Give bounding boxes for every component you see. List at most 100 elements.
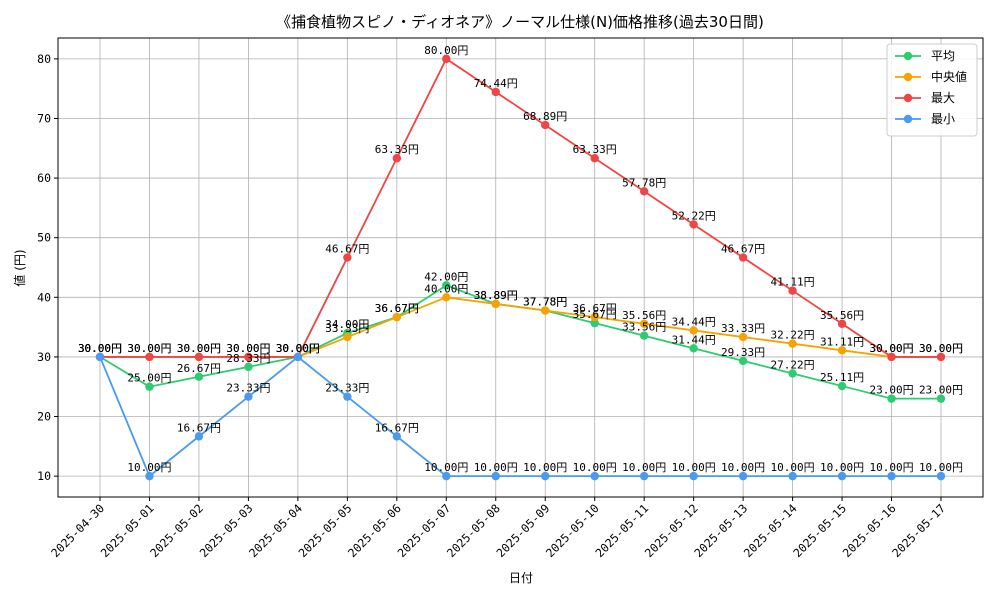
y-axis-label: 値 (円) — [12, 249, 27, 286]
data-point — [343, 253, 352, 262]
data-label: 10.00円 — [573, 461, 617, 474]
x-tick-label: 2025-05-17 — [889, 501, 948, 560]
data-label: 10.00円 — [424, 461, 468, 474]
data-label: 30.00円 — [276, 342, 320, 355]
data-point — [837, 346, 847, 355]
data-point — [738, 332, 748, 342]
data-point — [541, 471, 550, 481]
data-point — [392, 154, 402, 163]
legend-label: 中央値 — [931, 69, 967, 84]
data-label: 16.67円 — [177, 421, 221, 434]
data-label: 10.00円 — [622, 461, 666, 474]
data-label: 10.00円 — [820, 461, 864, 474]
data-point — [590, 312, 599, 322]
data-label: 35.67円 — [573, 308, 617, 321]
data-point — [837, 381, 847, 391]
data-label: 30.00円 — [869, 342, 913, 355]
data-point — [936, 471, 946, 481]
data-label: 35.56円 — [622, 309, 666, 322]
data-label: 16.67円 — [375, 421, 419, 434]
data-label: 32.22円 — [771, 329, 815, 342]
data-label: 29.33円 — [721, 346, 765, 359]
x-axis-label: 日付 — [509, 571, 533, 585]
data-label: 30.00円 — [78, 342, 122, 355]
legend-item: 中央値 — [895, 69, 967, 84]
data-point — [788, 286, 797, 295]
data-label: 30.00円 — [226, 342, 270, 355]
data-point — [491, 299, 500, 309]
chart-title: 《捕食植物スピノ・ディオネア》ノーマル仕様(N)価格推移(過去30日間) — [276, 13, 764, 31]
data-label: 57.78円 — [622, 176, 666, 189]
legend-item: 平均 — [895, 49, 955, 63]
data-label: 23.33円 — [226, 382, 270, 395]
data-label: 10.00円 — [474, 461, 518, 474]
data-point — [689, 471, 698, 481]
grid — [58, 38, 983, 497]
y-ticks: 10 20 30 40 50 60 70 80 — [37, 52, 58, 483]
data-label: 30.00円 — [869, 342, 913, 355]
data-label: 52.22円 — [672, 209, 716, 222]
data-label: 63.33円 — [573, 143, 617, 156]
data-label: 37.78円 — [523, 296, 567, 309]
data-label: 80.00円 — [424, 44, 468, 57]
data-label: 42.00円 — [424, 270, 468, 283]
data-point — [244, 392, 253, 401]
data-label: 30.00円 — [276, 342, 320, 355]
data-point — [392, 312, 402, 322]
series-line — [100, 57, 941, 358]
data-point — [145, 471, 154, 481]
data-point — [293, 352, 303, 362]
data-label: 40.00円 — [424, 282, 468, 295]
data-label: 74.44円 — [474, 77, 518, 90]
data-point — [689, 220, 698, 229]
data-label: 30.00円 — [127, 342, 171, 355]
data-label: 25.00円 — [127, 372, 171, 385]
series-1 — [95, 293, 946, 362]
data-point — [541, 120, 550, 130]
data-label: 30.00円 — [919, 342, 963, 355]
data-label: 30.00円 — [78, 342, 122, 355]
data-point — [244, 362, 253, 372]
data-label: 36.67円 — [375, 302, 419, 315]
legend-item: 最小 — [895, 112, 955, 126]
data-point — [639, 471, 649, 481]
data-point — [837, 471, 847, 481]
data-point — [194, 372, 204, 381]
y-tick-label: 80 — [37, 52, 51, 66]
data-label: 36.67円 — [573, 302, 617, 315]
legend-label: 平均 — [931, 49, 955, 63]
data-point — [194, 352, 204, 362]
data-point — [590, 471, 599, 481]
data-label: 23.00円 — [869, 384, 913, 397]
data-label: 68.89円 — [523, 110, 567, 123]
data-point — [145, 382, 154, 391]
data-point — [887, 471, 896, 481]
data-point — [837, 319, 847, 328]
data-point — [689, 344, 698, 353]
data-point — [788, 339, 797, 348]
plot-frame — [57, 37, 984, 498]
legend-marker — [903, 72, 913, 82]
data-label: 30.00円 — [177, 342, 221, 355]
data-label: 41.11円 — [771, 276, 815, 289]
data-point — [738, 253, 748, 262]
legend-label: 最大 — [931, 91, 955, 105]
data-point — [738, 471, 748, 481]
legend-item: 最大 — [895, 91, 955, 105]
data-labels: 30.00円25.00円26.67円28.33円30.00円34.00円36.6… — [78, 44, 963, 474]
data-label: 35.56円 — [820, 309, 864, 322]
data-label: 25.11円 — [820, 371, 864, 384]
data-label: 38.89円 — [474, 289, 518, 302]
data-point — [194, 432, 204, 441]
data-label: 30.00円 — [226, 342, 270, 355]
data-label: 33.56円 — [622, 321, 666, 334]
series-0 — [95, 281, 946, 403]
data-label: 23.00円 — [919, 384, 963, 397]
data-label: 37.78円 — [523, 296, 567, 309]
data-point — [442, 281, 451, 290]
data-label: 46.67円 — [721, 243, 765, 256]
data-point — [343, 392, 352, 401]
data-label: 33.33円 — [325, 322, 369, 335]
data-label: 10.00円 — [672, 461, 716, 474]
